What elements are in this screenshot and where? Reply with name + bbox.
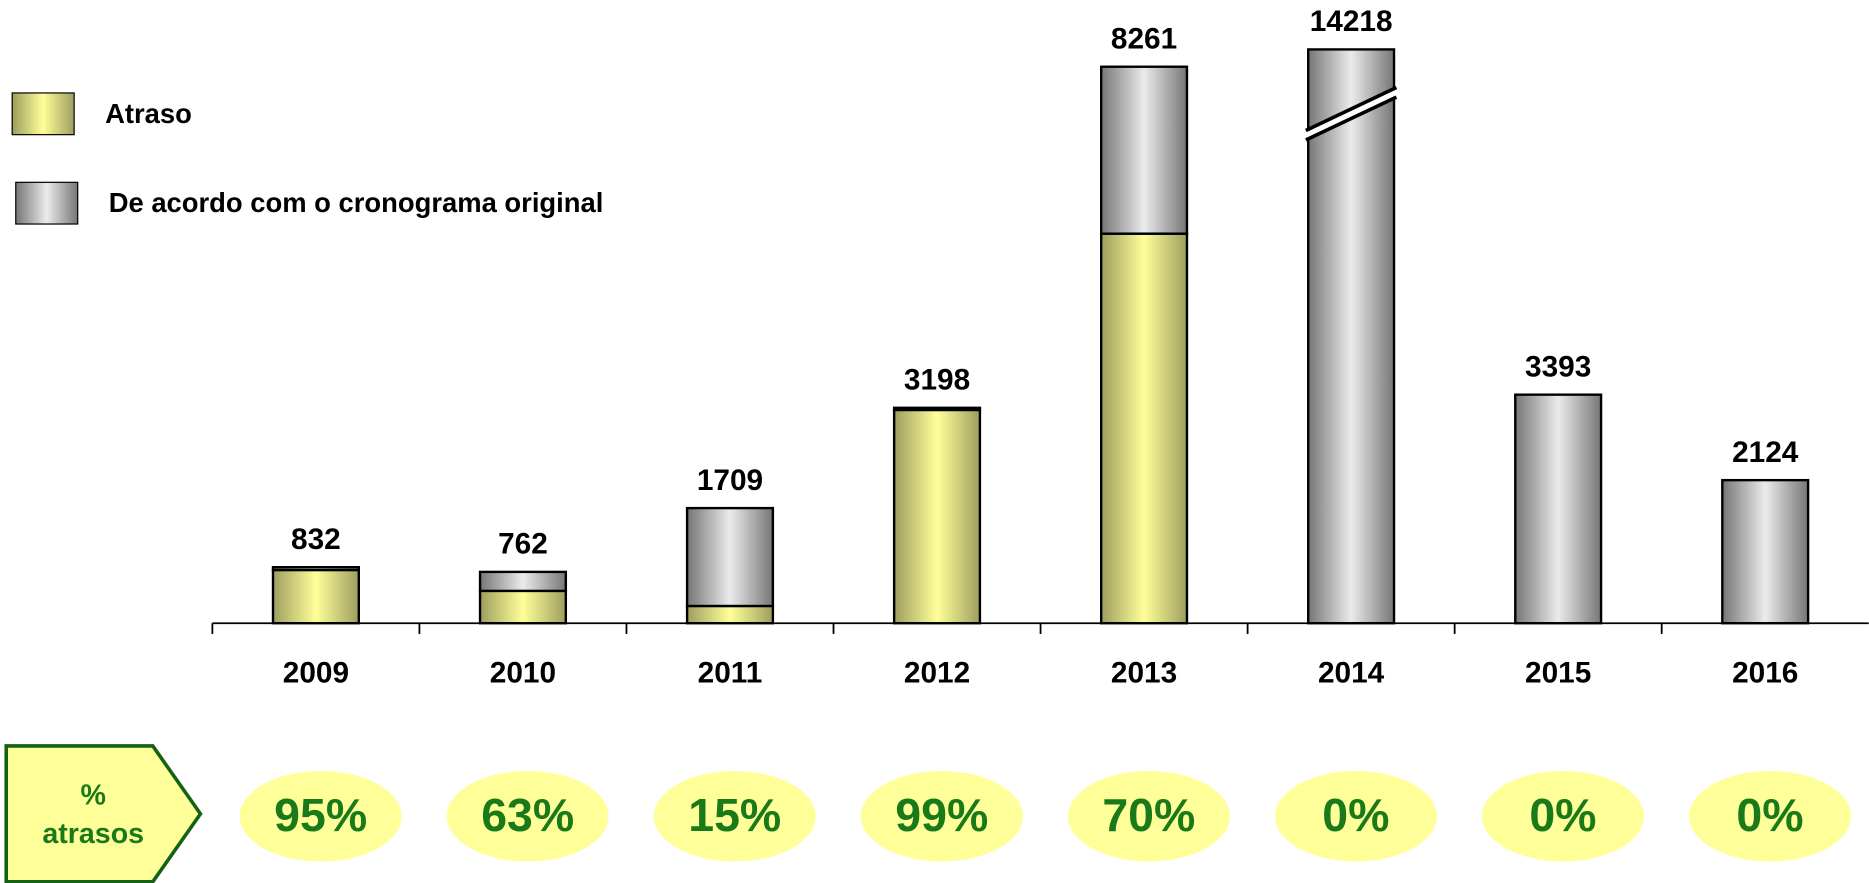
percent-label: 0% (1322, 789, 1389, 841)
x-tick-label: 2013 (1111, 656, 1177, 689)
legend-label: Atraso (105, 98, 192, 129)
percent-label: 0% (1736, 789, 1803, 841)
legend-swatch (11, 92, 75, 136)
bar-segment (892, 406, 982, 412)
total-label: 1709 (697, 464, 763, 497)
total-label: 3198 (904, 363, 970, 396)
bar-segment (685, 604, 775, 625)
x-tick-label: 2016 (1732, 656, 1798, 689)
percent-badge (446, 770, 609, 862)
percent-badge (653, 770, 816, 862)
total-label: 762 (498, 528, 548, 561)
axis-break (1305, 87, 1397, 140)
legend-label: De acordo com o cronograma original (109, 187, 604, 218)
bar-segment (271, 568, 360, 625)
bar-segment (1514, 393, 1603, 625)
percent-label: 70% (1102, 789, 1195, 841)
percent-label: 99% (895, 789, 988, 841)
axis-break-edge (1305, 95, 1398, 142)
percent-label: 95% (274, 789, 367, 841)
row-label: atrasos (42, 818, 144, 850)
row-label-box (4, 744, 203, 883)
total-label: 3393 (1525, 350, 1591, 383)
percent-label: 15% (688, 789, 781, 841)
percent-badge (1481, 770, 1644, 862)
x-tick-label: 2015 (1525, 656, 1591, 689)
bar-segment (1099, 65, 1189, 235)
percent-badge (239, 770, 402, 862)
axis-break-edge (1305, 85, 1398, 133)
percent-badge (1274, 770, 1437, 862)
bar-segment (271, 565, 360, 572)
total-label: 832 (291, 523, 341, 556)
total-label: 8261 (1111, 22, 1177, 55)
bar-segment (892, 408, 982, 625)
percent-badge (860, 770, 1023, 862)
percent-badge (1067, 770, 1230, 862)
percent-label: 63% (481, 789, 574, 841)
x-tick-label: 2009 (283, 656, 349, 689)
legend-swatch (15, 181, 79, 225)
bar-segment (1099, 232, 1189, 625)
x-tick-label: 2014 (1318, 656, 1385, 689)
x-tick-label: 2012 (904, 656, 970, 689)
row-label: % (80, 780, 105, 812)
bar-segment (1721, 478, 1810, 625)
total-label: 2124 (1732, 436, 1799, 469)
bar-segment (478, 589, 568, 625)
total-label: 14218 (1310, 5, 1393, 38)
x-tick-label: 2010 (490, 656, 556, 689)
percent-label: 0% (1529, 789, 1596, 841)
x-tick-label: 2011 (698, 656, 763, 689)
percent-badge (1688, 770, 1852, 862)
bar-segment (1307, 48, 1396, 625)
bar-segment (685, 506, 775, 608)
bar-segment (478, 570, 568, 593)
